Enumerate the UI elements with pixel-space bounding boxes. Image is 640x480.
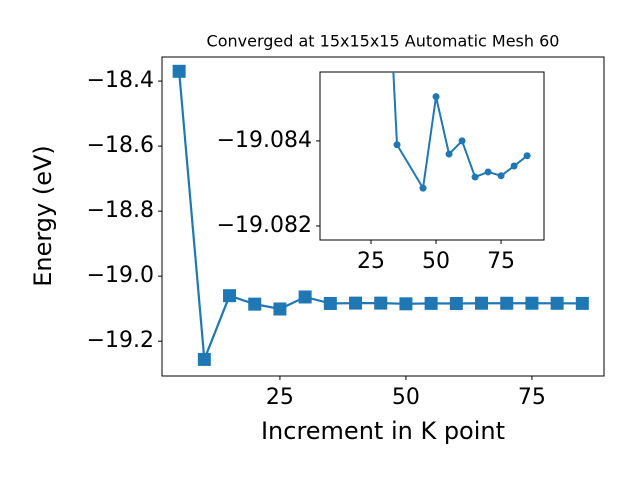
- y-tick-label: −18.8: [87, 198, 154, 223]
- marker: [424, 296, 438, 310]
- y-tick-label: −19.082: [217, 213, 312, 238]
- x-tick-label: 50: [392, 385, 420, 410]
- marker: [445, 150, 453, 158]
- marker: [393, 141, 401, 149]
- marker: [497, 172, 505, 180]
- marker: [323, 296, 337, 310]
- marker: [223, 289, 237, 303]
- marker: [575, 296, 589, 310]
- marker: [374, 296, 388, 310]
- x-tick-label: 75: [518, 385, 546, 410]
- marker: [197, 352, 211, 366]
- y-tick-label: −19.2: [87, 328, 154, 353]
- marker: [172, 64, 186, 78]
- marker: [471, 173, 479, 181]
- marker: [458, 137, 466, 145]
- marker: [550, 296, 564, 310]
- plot-area: [319, 71, 545, 241]
- chart-title: Converged at 15x15x15 Automatic Mesh 60: [207, 32, 560, 51]
- marker: [500, 296, 514, 310]
- y-tick-label: −18.6: [87, 133, 154, 158]
- marker: [525, 296, 539, 310]
- marker: [349, 296, 363, 310]
- marker: [298, 290, 312, 304]
- marker: [475, 296, 489, 310]
- y-tick-label: −18.4: [87, 68, 154, 93]
- marker: [484, 168, 492, 176]
- marker: [523, 152, 531, 160]
- marker: [399, 297, 413, 311]
- x-tick-label: 25: [266, 385, 294, 410]
- marker: [248, 297, 262, 311]
- marker: [273, 302, 287, 316]
- x-tick-label: 50: [422, 249, 450, 274]
- marker: [432, 93, 440, 101]
- x-tick-label: 75: [487, 249, 515, 274]
- y-axis-label: Energy (eV): [29, 145, 57, 287]
- y-tick-label: −19.0: [87, 263, 154, 288]
- y-tick-label: −19.084: [217, 128, 312, 153]
- marker: [449, 296, 463, 310]
- marker: [510, 162, 518, 170]
- marker: [419, 184, 427, 192]
- x-tick-label: 25: [357, 249, 385, 274]
- x-axis-label: Increment in K point: [261, 417, 505, 445]
